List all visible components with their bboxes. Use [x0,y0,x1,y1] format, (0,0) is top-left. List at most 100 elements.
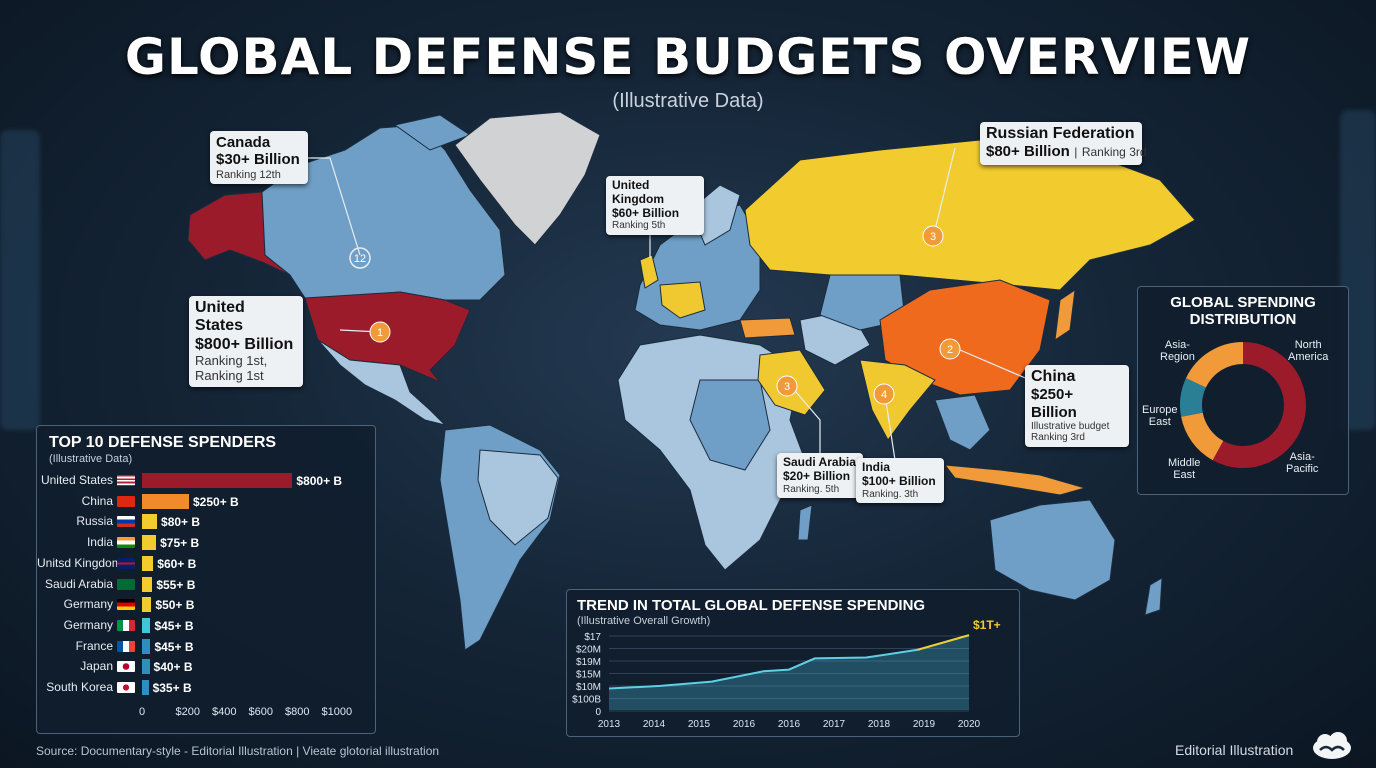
pie-title: GLOBAL SPENDING DISTRIBUTION [1170,294,1316,328]
bar-category-label: France [75,638,113,653]
bar-value-label: $800+ B [296,474,343,488]
bar-value-label: $250+ B [193,494,239,509]
callout-united-kingdom: United Kingdom $60+ Billion Ranking 5th [606,176,704,235]
bar-value-label: $60+ B [157,556,197,571]
trend-subtitle: (Illustrative Overall Growth) [577,615,711,627]
callout-saudi-arabia: Saudi Arabia $20+ Billion Ranking. 5th [777,453,863,499]
callout-country: Saudi Arabia [783,455,856,469]
top10-subtitle: (Illustrative Data) [49,453,133,465]
bar [142,493,189,509]
bar-value-label: $75+ B [160,536,200,551]
pie-slice [1181,412,1224,461]
bar-category-label: Germany [63,617,113,632]
bar-row: Germany $45+ B [37,617,377,635]
bar [142,473,293,488]
callout-rank: Illustrative budget Ranking 3rd [1031,420,1110,444]
trend-end-label: $1T+ [973,618,1001,632]
map-japan [1054,288,1076,342]
map-new-zealand [1144,577,1163,616]
callout-country: India [862,460,891,474]
callout-russian-federation: Russian Federation $80+ Billion | Rankin… [980,122,1147,165]
bar [142,680,149,695]
bar-category-label: China [81,493,113,508]
bar-category-label: Saudi Arabia [44,576,113,591]
flag-sa-icon [117,578,135,590]
bar [142,597,152,613]
bar-row: Saudi Arabia $55+ B [37,576,377,594]
bar-row: Japan $40+ B [37,658,377,676]
map-turkey [739,317,796,339]
pie-slice [1212,342,1306,468]
callout-country: China [1031,368,1076,385]
bar-row: South Korea $35+ B [37,679,377,697]
callout-country: United States [195,299,245,335]
callout-rank: Ranking 5th [612,220,666,232]
pie-label-europe-east: Europe East [1142,404,1178,429]
bar-row: France $45+ B [37,638,377,656]
bar [142,617,151,633]
callout-value: $20+ Billion [783,468,851,483]
map-brazil [477,449,559,546]
map-france [659,281,706,319]
y-tick-label: $20M [576,645,601,656]
callout-rank: Ranking. 3th [862,488,919,500]
bar-row: Germany $50+ B [37,596,377,614]
map-greenland [454,111,601,246]
flag-fr-icon [117,640,135,652]
callout-country: Russian Federation [986,125,1135,142]
y-tick-label: 0 [595,707,601,718]
bar [142,576,153,592]
bar-row: United States $800+ B [37,472,377,490]
map-southeast-asia [934,394,991,451]
map-india [859,359,936,441]
bar-category-label: United States [40,473,113,487]
bar-category-label: Unitsd Kingdom [37,555,122,570]
callout-value: $60+ Billion [612,205,680,220]
bar [142,555,154,571]
callout-rank: Ranking. 5th [783,483,840,495]
map-canada [261,124,506,301]
map-australia [989,499,1116,601]
callout-rank: Ranking 3rd [1081,145,1147,160]
pie-panel: GLOBAL SPENDING DISTRIBUTION Asia- Regio… [1137,286,1349,495]
pie-chart [1180,342,1306,468]
x-tick-label: 0 [139,706,146,718]
map-indonesia [943,464,1087,496]
x-tick-label: 2018 [868,719,891,730]
callout-rank: Ranking 1st, Ranking 1st [195,353,268,384]
bar-category-label: Japan [80,659,113,674]
bar-category-label: Germany [63,597,113,612]
bar-value-label: $45+ B [154,618,194,633]
top10-title: TOP 10 DEFENSE SPENDERS [49,434,277,451]
y-tick-label: $19M [576,657,601,668]
bar-value-label: $35+ B [152,681,192,695]
trend-panel: TREND IN TOTAL GLOBAL DEFENSE SPENDING (… [566,589,1020,737]
callout-canada: Canada $30+ Billion Ranking 12th [210,131,308,185]
page-subtitle: (Illustrative Data) [612,90,764,112]
map-russia [744,139,1196,291]
pie-label-asia-region: Asia- Region [1160,339,1195,364]
x-tick-label: 2014 [643,719,666,730]
pie-slice [1185,342,1244,389]
callout-value: $250+ Billion [1031,386,1077,421]
bar-value-label: $55+ B [156,577,196,592]
pie-slice [1180,378,1207,417]
bar [142,514,158,530]
pie-label-asia-pacific: Asia- Pacific [1286,451,1319,476]
trend-line-end [917,634,970,651]
bar-category-label: South Korea [46,680,113,694]
trend-line [608,634,970,690]
flag-ru-icon [117,516,135,528]
bar-value-label: $80+ B [161,515,201,530]
pie-label-north-america: North America [1288,339,1329,364]
x-tick-label: 2016 [778,719,801,730]
footer-credit: Editorial Illustration [1175,742,1294,758]
flag-de-icon [117,599,135,611]
x-tick-label: 2016 [733,719,756,730]
callout-value: $30+ Billion [216,151,300,169]
y-tick-label: $15M [576,670,601,681]
page-title: GLOBAL DEFENSE BUDGETS OVERVIEW [124,28,1252,86]
x-tick-label: $800 [285,706,310,718]
